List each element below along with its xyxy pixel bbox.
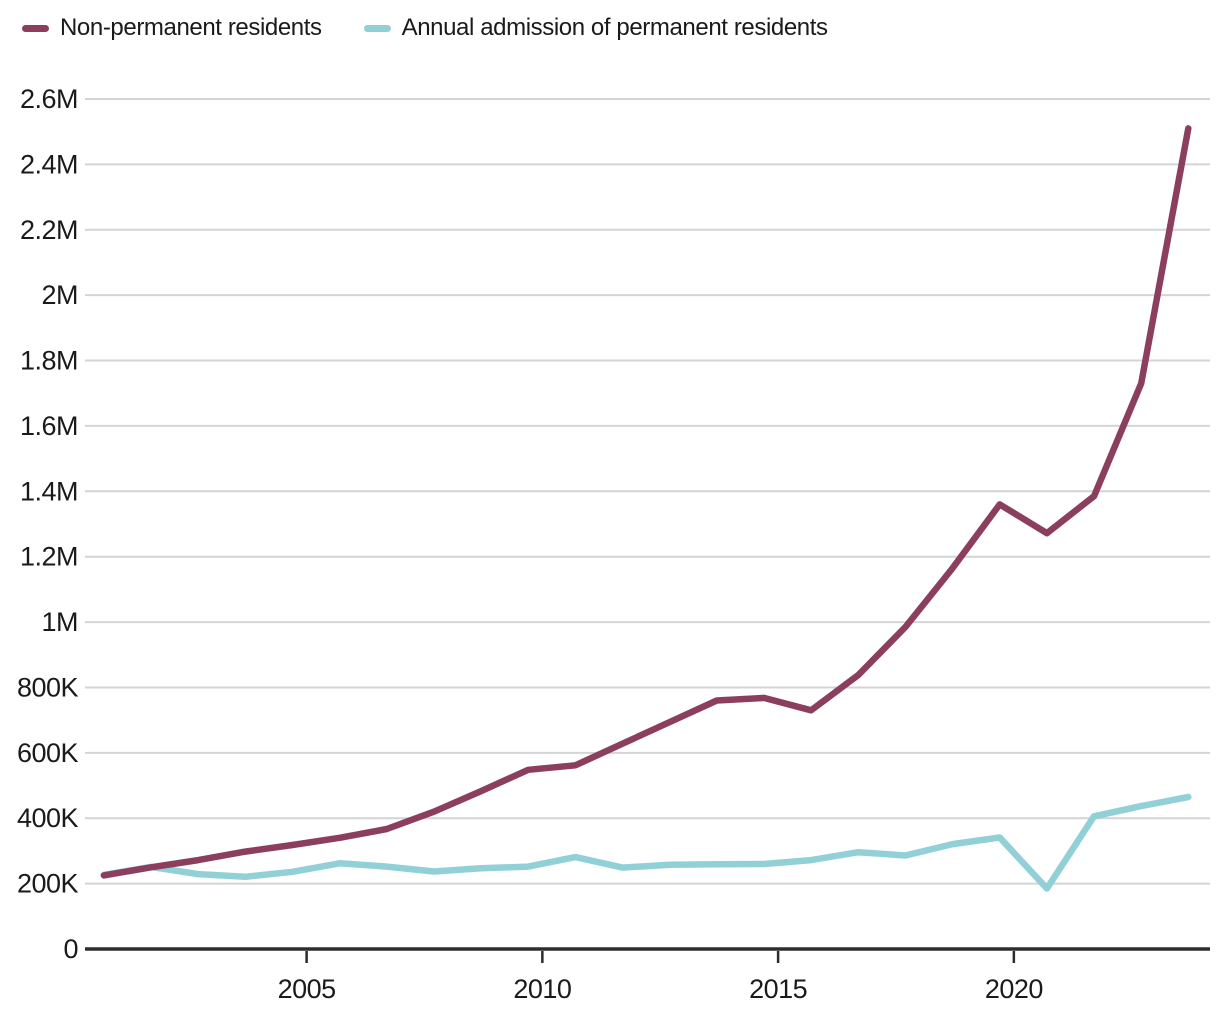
- y-axis-tick-label: 1.8M: [20, 346, 78, 376]
- series-line-annual-admission-of-permanent-residents: [100, 793, 1192, 892]
- legend-item-non-permanent-residents: Non-permanent residents: [22, 14, 322, 42]
- y-axis-tick-label: 400K: [17, 803, 79, 833]
- y-axis-tick-label: 2.4M: [20, 149, 78, 179]
- legend-swatch-permanent-admissions-icon: [363, 24, 391, 32]
- x-axis-tick-label: 2010: [513, 974, 571, 1004]
- y-axis-tick-label: 2.6M: [20, 84, 78, 114]
- legend-label-non-permanent-residents: Non-permanent residents: [60, 14, 322, 41]
- y-axis-tick-label: 200K: [17, 869, 79, 899]
- y-axis-tick-label: 800K: [17, 672, 79, 702]
- series-line-non-permanent-residents: [100, 125, 1192, 879]
- legend-item-permanent-admissions: Annual admission of permanent residents: [363, 14, 828, 42]
- y-axis-tick-label: 1.6M: [20, 411, 78, 441]
- y-axis-tick-label: 2.2M: [20, 215, 78, 245]
- y-axis-tick-label: 1M: [41, 607, 78, 637]
- y-axis-tick-label: 1.4M: [20, 476, 78, 506]
- legend-swatch-non-permanent-residents-icon: [22, 24, 49, 32]
- chart-legend: Non-permanent residents Annual admission…: [22, 13, 828, 43]
- legend-label-permanent-admissions: Annual admission of permanent residents: [401, 14, 828, 41]
- x-axis-tick-label: 2020: [985, 974, 1043, 1004]
- y-axis-tick-label: 600K: [17, 738, 79, 768]
- y-axis-tick-label: 0: [63, 934, 78, 964]
- x-axis-tick-label: 2015: [749, 974, 807, 1004]
- x-axis-tick-label: 2005: [278, 974, 336, 1004]
- y-axis-tick-label: 1.2M: [20, 542, 78, 572]
- y-axis-tick-label: 2M: [41, 280, 78, 310]
